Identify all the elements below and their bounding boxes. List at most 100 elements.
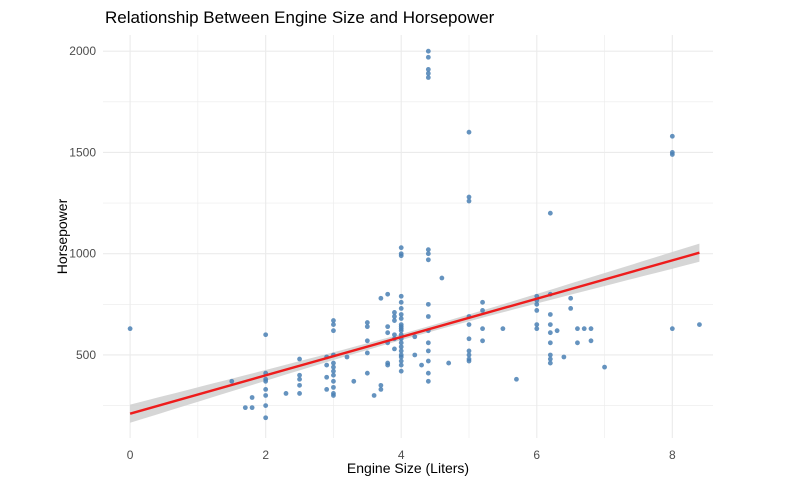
x-tick-label: 8 xyxy=(669,448,676,462)
data-point xyxy=(398,305,404,311)
data-point xyxy=(547,312,553,317)
data-point xyxy=(561,354,567,360)
data-point xyxy=(331,322,336,327)
data-point xyxy=(392,310,397,315)
data-point xyxy=(466,198,472,204)
data-point xyxy=(229,378,235,384)
data-point xyxy=(588,338,594,344)
data-point xyxy=(534,301,540,307)
data-point xyxy=(242,405,248,411)
data-point xyxy=(378,382,384,388)
data-point xyxy=(547,322,553,327)
data-point xyxy=(331,368,336,374)
y-tick-label: 1000 xyxy=(69,247,96,261)
data-point xyxy=(425,247,431,253)
data-point xyxy=(331,384,336,390)
data-point xyxy=(534,308,540,313)
data-point xyxy=(466,336,472,342)
data-point xyxy=(371,393,377,398)
data-point xyxy=(466,194,472,200)
data-point xyxy=(324,386,330,392)
data-point xyxy=(547,210,553,216)
data-point xyxy=(344,354,350,360)
data-point xyxy=(364,370,370,376)
data-point xyxy=(331,378,336,384)
data-point xyxy=(697,322,702,327)
data-point xyxy=(324,374,330,380)
data-point xyxy=(425,54,431,60)
data-point xyxy=(547,360,553,366)
data-point xyxy=(439,275,445,281)
data-point xyxy=(547,352,553,358)
data-point xyxy=(385,330,391,336)
data-point xyxy=(385,362,391,368)
data-point xyxy=(466,348,472,354)
data-point xyxy=(297,376,302,382)
data-point xyxy=(398,253,404,259)
data-point xyxy=(466,352,472,358)
data-point xyxy=(425,378,431,384)
data-point xyxy=(425,358,431,364)
x-tick-label: 6 xyxy=(533,448,540,462)
data-point xyxy=(297,356,302,362)
data-point xyxy=(331,393,336,398)
y-axis-title: Horsepower xyxy=(54,198,70,274)
data-point xyxy=(385,324,391,330)
data-point xyxy=(588,326,594,332)
data-point xyxy=(547,330,553,336)
data-point xyxy=(425,370,431,376)
data-point xyxy=(425,251,431,257)
data-point xyxy=(331,372,336,378)
data-point xyxy=(398,245,404,251)
y-tick-label: 2000 xyxy=(69,44,96,58)
data-point xyxy=(425,48,431,54)
data-point xyxy=(249,405,255,411)
data-point xyxy=(392,318,397,323)
data-point xyxy=(398,312,404,317)
data-point xyxy=(263,393,269,398)
data-point xyxy=(669,133,675,139)
y-tick-label: 1500 xyxy=(69,145,96,159)
data-point xyxy=(263,378,269,384)
data-point xyxy=(425,301,431,307)
data-point xyxy=(351,378,357,384)
data-point xyxy=(331,328,336,334)
data-point xyxy=(385,291,391,297)
data-point xyxy=(249,395,255,400)
data-point xyxy=(669,326,675,332)
data-point xyxy=(392,314,397,319)
data-point xyxy=(669,152,675,157)
data-point xyxy=(263,415,269,421)
data-point xyxy=(297,391,302,396)
data-point xyxy=(263,403,269,408)
data-point xyxy=(398,328,404,334)
x-tick-label: 2 xyxy=(262,448,269,462)
x-tick-label: 4 xyxy=(398,448,405,462)
data-point xyxy=(425,348,431,354)
data-point xyxy=(568,305,574,311)
data-point xyxy=(398,362,404,368)
data-point xyxy=(425,71,431,76)
data-point xyxy=(398,340,404,346)
data-point xyxy=(364,338,370,344)
data-point xyxy=(378,386,384,392)
data-point xyxy=(419,362,424,368)
data-point xyxy=(392,332,397,338)
x-tick-label: 0 xyxy=(127,448,134,462)
data-point xyxy=(425,340,431,346)
data-point xyxy=(534,322,540,327)
data-point xyxy=(364,320,370,325)
data-point xyxy=(412,352,418,358)
data-point xyxy=(398,354,404,360)
data-point xyxy=(568,295,574,301)
data-point xyxy=(581,326,587,332)
data-point xyxy=(392,346,397,352)
data-point xyxy=(466,129,472,135)
x-axis-title: Engine Size (Liters) xyxy=(347,460,469,476)
data-point xyxy=(466,322,472,327)
data-point xyxy=(398,344,404,350)
data-point xyxy=(324,362,330,368)
data-point xyxy=(534,326,540,332)
